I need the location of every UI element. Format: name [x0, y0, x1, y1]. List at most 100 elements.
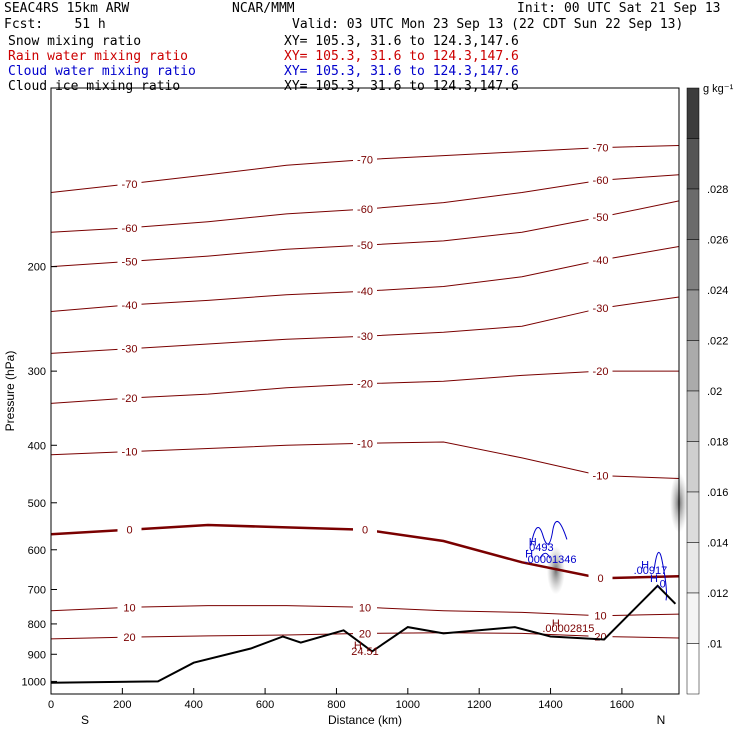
temperature-contour-line	[50, 145, 680, 193]
contour-label-bg	[117, 297, 142, 311]
temperature-contour-label: 20	[359, 628, 371, 640]
field-xy-snow: XY= 105.3, 31.6 to 124.3,147.6	[284, 34, 519, 49]
colorbar-label: .02	[707, 386, 722, 398]
annotation-label: H	[529, 536, 537, 548]
annotation-label: H	[354, 640, 362, 652]
contour-label-bg	[353, 436, 377, 450]
colorbar-label: .014	[707, 538, 728, 550]
temperature-contour-label: 20	[594, 631, 606, 643]
contour-label-bg	[353, 152, 377, 166]
temperature-contour-label: -60	[593, 175, 609, 187]
colorbar: .01 .012 .014 .016 .018 .02 .022 .024 .026 .028 g …	[686, 83, 734, 695]
contour-label-bg	[353, 329, 377, 343]
temperature-contour-line	[50, 296, 680, 354]
y-tick-label: 200	[28, 262, 46, 274]
forecast-hour: Fcst: 51 h	[4, 17, 106, 32]
colorbar-swatch	[686, 138, 700, 190]
annotation-label: .00001346	[525, 554, 577, 566]
temperature-contour-label: -70	[122, 179, 138, 191]
field-xy-rain: XY= 105.3, 31.6 to 124.3,147.6	[284, 49, 519, 64]
contour-label-bg	[588, 253, 613, 267]
y-tick-label: 400	[28, 440, 46, 452]
colorbar-swatch	[686, 592, 700, 644]
temperature-contour-label: -20	[357, 379, 373, 391]
x-tick-label: 800	[327, 699, 345, 711]
colorbar-swatch	[686, 542, 700, 594]
colorbar-swatch	[686, 87, 700, 139]
contour-label-bg	[588, 608, 613, 622]
colorbar-label: .016	[707, 487, 728, 499]
contour-label-bg	[353, 522, 377, 536]
contour-label-bg	[117, 444, 142, 458]
colorbar-label: .012	[707, 588, 728, 600]
x-tick-label: 1200	[467, 699, 491, 711]
temperature-contour-label: 10	[359, 602, 371, 614]
temperature-contour-label: -60	[122, 223, 138, 235]
x-axis-title: Distance (km)	[328, 713, 402, 727]
valid-time: Valid: 03 UTC Mon 23 Sep 13 (22 CDT Sun …	[292, 17, 684, 32]
temperature-contour-label: -40	[593, 255, 609, 267]
temperature-contour-label: 10	[594, 611, 606, 623]
contour-label-bg	[588, 364, 613, 378]
annotation-label: H	[525, 548, 533, 560]
colorbar-label: .026	[707, 235, 728, 247]
contour-label-bg	[117, 600, 142, 614]
field-xy-cloud-ice: XY= 105.3, 31.6 to 124.3,147.6	[284, 79, 519, 94]
x-tick-label: 0	[48, 699, 54, 711]
temperature-contour-label: -30	[593, 303, 609, 315]
cloud-water-contours	[530, 520, 668, 601]
endpoint-north-label: N	[657, 713, 666, 727]
colorbar-swatch	[686, 441, 700, 493]
y-tick-label: 1000	[22, 676, 46, 688]
y-tick-label: 500	[28, 498, 46, 510]
contour-label-bg	[588, 468, 613, 482]
x-tick-label: 600	[256, 699, 274, 711]
contour-label-bg	[588, 571, 613, 585]
plot-frame	[50, 87, 680, 695]
y-tick-label: 900	[28, 649, 46, 661]
colorbar-label: .028	[707, 184, 728, 196]
field-name-cloud-water: Cloud water mixing ratio	[8, 64, 196, 79]
model-title: SEAC4RS 15km ARW	[4, 1, 130, 16]
x-tick-label: 1000	[396, 699, 420, 711]
contour-label-bg	[588, 140, 613, 154]
colorbar-swatch	[686, 390, 700, 442]
colorbar-swatch	[686, 491, 700, 543]
colorbar-label: .024	[707, 285, 728, 297]
temperature-contour-label: -20	[593, 366, 609, 378]
endpoint-south-label: S	[81, 713, 89, 727]
contour-label-bg	[117, 522, 142, 536]
terrain-line	[50, 584, 677, 684]
y-tick-label: 800	[28, 619, 46, 631]
annotation-label: .00002815	[542, 623, 594, 635]
terrain-line	[50, 584, 677, 684]
temperature-contour-label: -10	[357, 438, 373, 450]
cloud-water-contour	[653, 551, 668, 601]
colorbar-swatch	[686, 643, 700, 695]
contour-label-bg	[117, 341, 142, 355]
temperature-contour-line	[50, 246, 680, 312]
temperature-contour-label: -20	[122, 393, 138, 405]
temperature-contour-label: -50	[122, 256, 138, 268]
temperature-contour-label: -40	[357, 286, 373, 298]
y-tick-label: 300	[28, 366, 46, 378]
field-xy-cloud-water: XY= 105.3, 31.6 to 124.3,147.6	[284, 64, 519, 79]
temperature-contour-label: 0	[126, 525, 132, 537]
contour-label-bg	[117, 220, 142, 234]
contour-label-bg	[117, 630, 142, 644]
colorbar-swatch	[686, 188, 700, 240]
axes: 0 200 400 600 800 1000 1200 1400 160020030040050…	[3, 262, 665, 727]
temperature-contour-label: 10	[123, 602, 135, 614]
field-name-rain: Rain water mixing ratio	[8, 49, 189, 64]
temperature-contours: -70 -70 -70 -60 -60 -60 -50 -50 -50 -40 -40 -40 -30 -…	[50, 140, 680, 644]
contour-label-bg	[353, 600, 377, 614]
temperature-contour-label: -50	[593, 212, 609, 224]
temperature-contour-label: -70	[593, 143, 609, 155]
temperature-contour-label: -40	[122, 300, 138, 312]
annotation-label: H	[650, 573, 658, 585]
colorbar-units: g kg⁻¹	[703, 83, 734, 95]
contour-label-bg	[353, 626, 377, 640]
colorbar-label: .018	[707, 437, 728, 449]
